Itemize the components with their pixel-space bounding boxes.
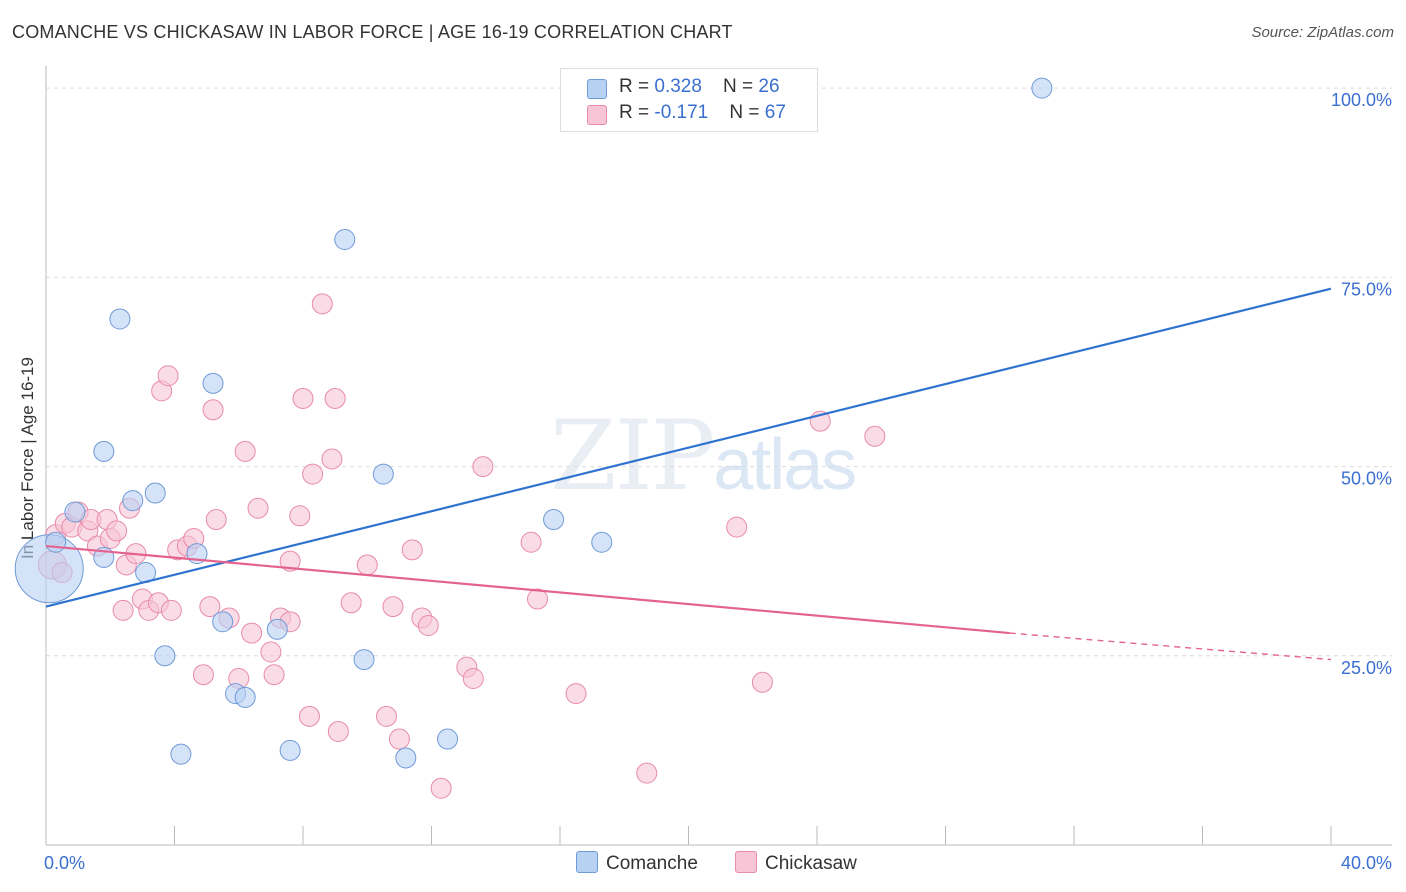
y-tick-label: 100.0% xyxy=(1331,90,1392,110)
chart-source: Source: ZipAtlas.com xyxy=(1251,24,1394,41)
correlation-legend: R = 0.328 N = 26 R = -0.171 N = 67 xyxy=(560,68,818,132)
comanche-point xyxy=(334,229,356,251)
x-tick-label: 0.0% xyxy=(44,853,85,873)
chickasaw-point xyxy=(388,728,410,750)
chickasaw-point xyxy=(160,599,182,621)
chickasaw-point xyxy=(527,588,549,610)
legend-chickasaw-text: R = -0.171 N = 67 xyxy=(619,102,786,124)
chickasaw-trend-extension xyxy=(1009,632,1332,661)
comanche-point xyxy=(170,743,192,765)
chickasaw-point xyxy=(324,387,346,409)
chickasaw-point xyxy=(401,539,423,561)
bottom-chickasaw-label: Chickasaw xyxy=(765,853,857,874)
chickasaw-point xyxy=(417,615,439,637)
chickasaw-point xyxy=(205,509,227,531)
chickasaw-point xyxy=(864,425,886,447)
chickasaw-point xyxy=(298,705,320,727)
chickasaw-point xyxy=(382,596,404,618)
chart-title: COMANCHE VS CHICKASAW IN LABOR FORCE | A… xyxy=(12,22,733,42)
comanche-point xyxy=(1031,77,1053,99)
y-tick-label: 50.0% xyxy=(1341,469,1392,489)
comanche-point xyxy=(212,611,234,633)
chickasaw-point xyxy=(565,683,587,705)
comanche-point xyxy=(93,440,115,462)
comanche-point xyxy=(279,739,301,761)
comanche-point xyxy=(543,509,565,531)
chickasaw-point xyxy=(157,365,179,387)
comanche-point xyxy=(266,618,288,640)
x-tick-label: 40.0% xyxy=(1341,853,1392,873)
chickasaw-point xyxy=(247,497,269,519)
legend-comanche-r-value: 0.328 xyxy=(654,76,702,97)
watermark: ZIPatlas xyxy=(550,400,857,512)
comanche-point xyxy=(591,531,613,553)
comanche-point xyxy=(395,747,417,769)
y-tick-label: 75.0% xyxy=(1341,279,1392,299)
comanche-point xyxy=(353,649,375,671)
chickasaw-point xyxy=(241,622,263,644)
legend-comanche-n-value: 26 xyxy=(758,76,780,97)
bottom-comanche-swatch xyxy=(576,851,598,873)
chickasaw-point xyxy=(263,664,285,686)
chickasaw-point xyxy=(112,599,134,621)
comanche-point xyxy=(202,372,224,394)
legend-chickasaw-n-label: N = xyxy=(729,102,765,123)
chickasaw-point xyxy=(279,550,301,572)
chickasaw-point xyxy=(202,399,224,421)
chickasaw-point xyxy=(340,592,362,614)
chickasaw-point xyxy=(106,520,128,542)
legend-chickasaw-r-value: -0.171 xyxy=(654,102,709,123)
comanche-point xyxy=(372,463,394,485)
comanche-point xyxy=(144,482,166,504)
chickasaw-point xyxy=(260,641,282,663)
chickasaw-point xyxy=(462,667,484,689)
chickasaw-point xyxy=(199,596,221,618)
chickasaw-swatch xyxy=(587,105,607,125)
watermark-atlas: atlas xyxy=(713,425,857,505)
chickasaw-point xyxy=(376,705,398,727)
chickasaw-point xyxy=(311,293,333,315)
legend-comanche-n-label: N = xyxy=(723,76,759,97)
comanche-point xyxy=(437,728,459,750)
chickasaw-point xyxy=(321,448,343,470)
legend-comanche-text: R = 0.328 N = 26 xyxy=(619,76,780,98)
chickasaw-point xyxy=(356,554,378,576)
comanche-point xyxy=(45,531,67,553)
legend-comanche-r-label: R = xyxy=(619,76,655,97)
bottom-chickasaw-swatch xyxy=(735,851,757,873)
comanche-point xyxy=(154,645,176,667)
comanche-point xyxy=(234,686,256,708)
chickasaw-point xyxy=(520,531,542,553)
bottom-legend-comanche: Comanche xyxy=(576,851,698,875)
comanche-point xyxy=(64,501,86,523)
chickasaw-point xyxy=(234,440,256,462)
chickasaw-point xyxy=(636,762,658,784)
chickasaw-point xyxy=(192,664,214,686)
chickasaw-point xyxy=(302,463,324,485)
chickasaw-point xyxy=(726,516,748,538)
chickasaw-trend-line xyxy=(45,544,1010,635)
chickasaw-point xyxy=(751,671,773,693)
chickasaw-point xyxy=(430,777,452,799)
comanche-point xyxy=(109,308,131,330)
bottom-legend-chickasaw: Chickasaw xyxy=(735,851,857,875)
legend-chickasaw-r-label: R = xyxy=(619,102,655,123)
chickasaw-point xyxy=(472,456,494,478)
bottom-comanche-label: Comanche xyxy=(606,853,698,874)
chickasaw-point xyxy=(292,387,314,409)
comanche-trend-line xyxy=(45,287,1332,608)
legend-chickasaw-n-value: 67 xyxy=(764,102,786,123)
comanche-swatch xyxy=(587,79,607,99)
watermark-zip: ZIP xyxy=(550,400,715,512)
chickasaw-point xyxy=(327,720,349,742)
y-tick-label: 25.0% xyxy=(1341,658,1392,678)
comanche-point xyxy=(122,490,144,512)
chickasaw-point xyxy=(289,505,311,527)
